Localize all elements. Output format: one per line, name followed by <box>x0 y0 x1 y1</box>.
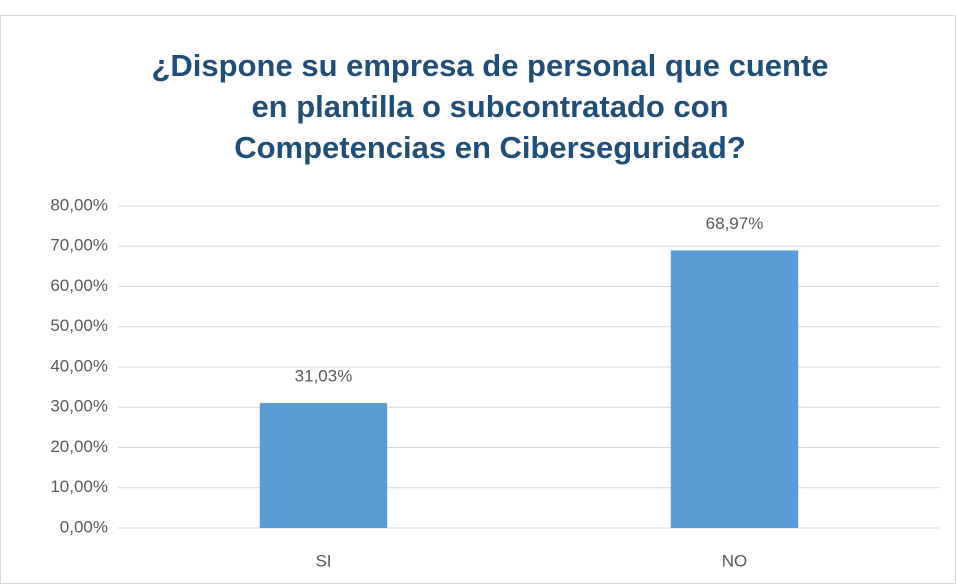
bar <box>670 250 799 528</box>
y-tick-label: 70,00% <box>50 236 108 255</box>
y-tick-label: 50,00% <box>50 316 108 335</box>
y-tick-label: 0,00% <box>60 517 108 536</box>
chart-title: ¿Dispone su empresa de personal que cuen… <box>151 48 828 83</box>
data-label: 31,03% <box>295 367 353 386</box>
y-tick-label: 80,00% <box>50 195 108 214</box>
y-tick-label: 60,00% <box>50 276 108 295</box>
y-tick-label: 30,00% <box>50 397 108 416</box>
x-tick-label: NO <box>722 551 748 570</box>
x-tick-label: SI <box>315 551 331 570</box>
data-label: 68,97% <box>706 214 764 233</box>
chart-title: en plantilla o subcontratado con <box>251 89 728 124</box>
y-tick-label: 40,00% <box>50 356 108 375</box>
y-tick-label: 20,00% <box>50 437 108 456</box>
y-tick-label: 10,00% <box>50 477 108 496</box>
chart-title: Competencias en Ciberseguridad? <box>234 130 746 165</box>
bar <box>259 403 388 528</box>
